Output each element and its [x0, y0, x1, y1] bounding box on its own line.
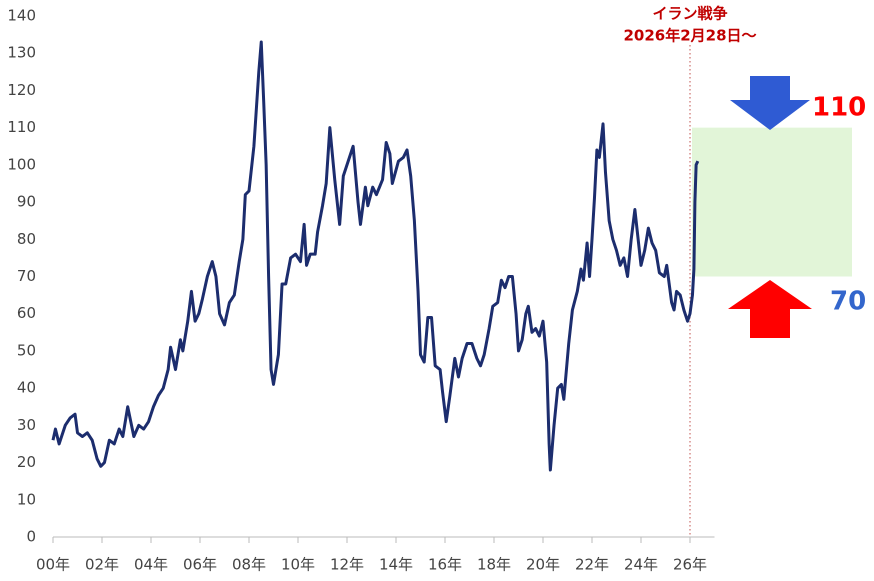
x-tick-label: 10年	[281, 556, 315, 574]
y-tick-label: 90	[17, 193, 36, 211]
y-tick-label: 110	[7, 118, 36, 136]
range-low-label: 70	[830, 287, 866, 317]
y-tick-label: 60	[17, 304, 36, 322]
x-tick-label: 04年	[134, 556, 168, 574]
y-tick-label: 100	[7, 155, 36, 173]
x-tick-label: 22年	[575, 556, 609, 574]
y-tick-label: 80	[17, 230, 36, 248]
event-label: イラン戦争	[652, 5, 727, 23]
y-tick-label: 120	[7, 81, 36, 99]
x-tick-label: 18年	[477, 556, 511, 574]
price-line	[51, 40, 700, 472]
y-tick-label: 140	[7, 7, 36, 25]
y-tick-label: 0	[26, 528, 36, 546]
up-arrow	[728, 280, 812, 338]
x-tick-label: 16年	[428, 556, 462, 574]
event-label: 2026年2月28日～	[623, 27, 756, 45]
x-tick-label: 12年	[330, 556, 364, 574]
x-tick-label: 14年	[379, 556, 413, 574]
y-tick-label: 50	[17, 341, 36, 359]
down-arrow	[730, 76, 810, 130]
y-tick-label: 130	[7, 44, 36, 62]
x-tick-label: 24年	[624, 556, 658, 574]
range-high-label: 110	[812, 93, 866, 123]
y-tick-label: 20	[17, 453, 36, 471]
x-tick-label: 00年	[36, 556, 70, 574]
range-box	[692, 127, 852, 277]
y-tick-label: 10	[17, 490, 36, 508]
y-tick-label: 30	[17, 416, 36, 434]
x-tick-label: 26年	[673, 556, 707, 574]
x-tick-label: 02年	[85, 556, 119, 574]
x-tick-label: 20年	[526, 556, 560, 574]
x-tick-label: 08年	[232, 556, 266, 574]
x-tick-label: 06年	[183, 556, 217, 574]
y-tick-label: 40	[17, 379, 36, 397]
y-tick-label: 70	[17, 267, 36, 285]
